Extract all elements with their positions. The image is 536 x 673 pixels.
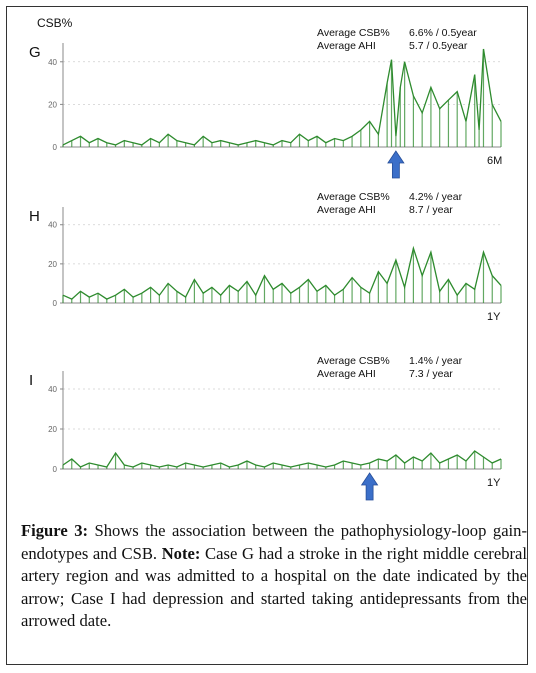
caption-text-2: Case G had a stroke in the right middle … [21, 543, 527, 631]
y-tick-label: 20 [48, 100, 57, 109]
stat-value: 6.6% / 0.5year [409, 27, 477, 39]
data-line [62, 245, 502, 300]
chart-panel-g: 0 20 40 G CSB% 6M Average CSB% 6.6% / 0.5year Av… [29, 16, 502, 179]
stat-label: Average AHI [317, 368, 376, 380]
y-tick-label: 40 [48, 385, 57, 394]
stat-value: 4.2% / year [409, 191, 463, 203]
y-tick-label: 0 [53, 299, 58, 308]
panel-label: H [29, 208, 40, 225]
panel-label: G [29, 44, 41, 61]
y-tick-label: 20 [48, 260, 57, 269]
x-end-label: 6M [487, 155, 502, 167]
stat-value: 1.4% / year [409, 355, 463, 367]
panel-label: I [29, 372, 33, 389]
stat-value: 5.7 / 0.5year [409, 40, 468, 52]
chart-panel-i: 0 20 40 I 1Y Average CSB% 1.4% / year Average A… [29, 355, 502, 501]
data-line [62, 48, 502, 146]
stat-value: 7.3 / year [409, 368, 453, 380]
x-end-label: 1Y [487, 311, 501, 323]
y-tick-label: 40 [48, 221, 57, 230]
data-line [62, 450, 502, 468]
event-arrow [387, 150, 405, 179]
y-tick-label: 40 [48, 58, 57, 67]
y-axis-label: CSB% [37, 16, 73, 30]
note-label: Note: [161, 543, 201, 563]
x-end-label: 1Y [487, 477, 501, 489]
figure: 0 20 40 G CSB% 6M Average CSB% 6.6% / 0.5year Av… [6, 6, 528, 665]
chart-panel-h: 0 20 40 H 1Y Average CSB% 4.2% / year Average A… [29, 191, 502, 323]
y-tick-label: 0 [53, 465, 58, 474]
figure-caption: Figure 3: Shows the association between … [21, 520, 527, 633]
stat-label: Average CSB% [317, 27, 390, 39]
stat-label: Average CSB% [317, 191, 390, 203]
stat-label: Average AHI [317, 204, 376, 216]
stat-label: Average AHI [317, 40, 376, 52]
event-arrow [360, 472, 379, 501]
y-tick-label: 0 [53, 143, 58, 152]
y-tick-label: 20 [48, 425, 57, 434]
figure-label: Figure 3: [21, 521, 89, 540]
figure-charts: 0 20 40 G CSB% 6M Average CSB% 6.6% / 0.5year Av… [29, 16, 502, 501]
stat-value: 8.7 / year [409, 204, 453, 216]
caption-text-1: Shows the association between the pathop… [21, 521, 527, 563]
stat-label: Average CSB% [317, 355, 390, 367]
